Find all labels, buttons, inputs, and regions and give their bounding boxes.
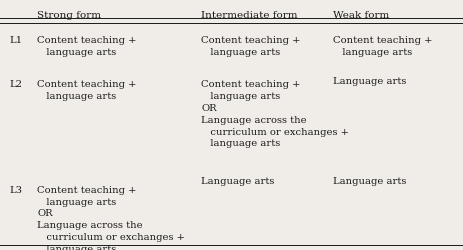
Text: Content teaching +
   language arts
OR
Language across the
   curriculum or exch: Content teaching + language arts OR Lang… — [37, 185, 185, 250]
Text: L3: L3 — [9, 185, 22, 194]
Text: Language arts: Language arts — [333, 176, 407, 185]
Text: Content teaching +
   language arts: Content teaching + language arts — [333, 36, 433, 57]
Text: Language arts: Language arts — [201, 176, 275, 185]
Text: Strong form: Strong form — [37, 11, 101, 20]
Text: Weak form: Weak form — [333, 11, 389, 20]
Text: Content teaching +
   language arts: Content teaching + language arts — [201, 36, 301, 57]
Text: L2: L2 — [9, 80, 22, 89]
Text: Language arts: Language arts — [333, 76, 407, 85]
Text: Content teaching +
   language arts: Content teaching + language arts — [37, 80, 137, 101]
Text: L1: L1 — [9, 36, 22, 45]
Text: Content teaching +
   language arts
OR
Language across the
   curriculum or exch: Content teaching + language arts OR Lang… — [201, 80, 349, 148]
Text: Content teaching +
   language arts: Content teaching + language arts — [37, 36, 137, 57]
Text: Intermediate form: Intermediate form — [201, 11, 298, 20]
